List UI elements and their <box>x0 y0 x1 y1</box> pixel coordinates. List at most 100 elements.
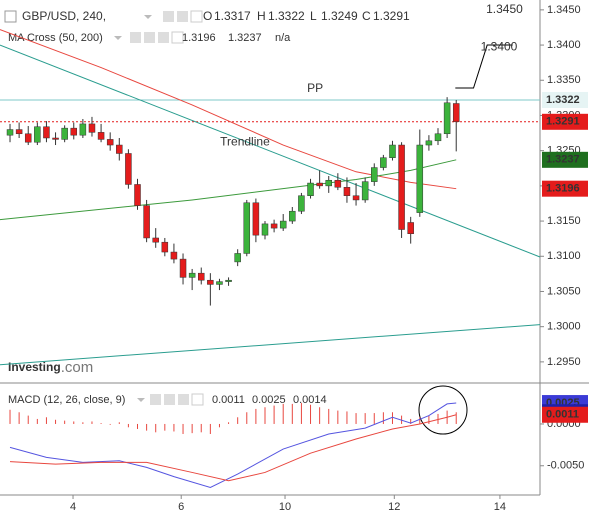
trendline <box>0 44 541 258</box>
candle-body <box>79 123 87 136</box>
settings-icon[interactable] <box>164 394 175 405</box>
ma-legend: MA Cross (50, 200) <box>8 32 103 44</box>
trendline <box>0 324 541 366</box>
candle-body <box>24 133 32 143</box>
y-tick-label: 1.3150 <box>547 215 581 227</box>
candle-body <box>407 222 414 234</box>
price-tag-label: 1.3322 <box>546 94 580 106</box>
symbol-title: GBP/USD, 240, <box>22 9 106 23</box>
candle-body <box>134 184 141 206</box>
candle-body <box>252 202 260 236</box>
candle-body <box>234 253 241 263</box>
highlight-circle <box>418 385 468 435</box>
ohlc-label: O <box>203 9 212 23</box>
annotation: Trendline <box>220 134 270 148</box>
price-tag <box>542 151 588 168</box>
candle-body <box>179 258 187 278</box>
annotation: 1.3450 <box>486 2 523 16</box>
moving-average <box>0 159 457 221</box>
candle-body <box>216 281 223 285</box>
x-tick-label: 14 <box>494 501 506 513</box>
annotation: 1.3400 <box>481 39 518 53</box>
price-tag-label: 1.3291 <box>546 116 580 128</box>
settings-icon[interactable] <box>130 32 141 43</box>
candle-body <box>43 126 50 139</box>
candle-body <box>207 279 214 285</box>
candle-body <box>371 167 378 182</box>
settings-icon[interactable] <box>150 394 161 405</box>
candle-body <box>143 205 150 239</box>
price-tag-label: 1.3196 <box>546 183 580 195</box>
watermark-main: Investing <box>8 360 61 374</box>
price-tag-label: 1.3237 <box>546 154 580 166</box>
price-tag-label: 0.0011 <box>546 409 579 421</box>
candle-body <box>425 140 433 146</box>
ma-legend-na: n/a <box>275 32 291 44</box>
candle-body <box>116 144 123 154</box>
candle-body <box>125 153 132 185</box>
candle-body <box>398 144 405 230</box>
moving-average <box>0 29 457 190</box>
dropdown-arrow[interactable] <box>114 36 122 40</box>
ohlc-label: C <box>362 9 371 23</box>
candle-body <box>434 133 442 142</box>
y-tick-label: 1.3450 <box>547 4 581 16</box>
candle-body <box>34 126 41 143</box>
candle-body <box>443 102 451 135</box>
x-tick-label: 4 <box>70 501 76 513</box>
candle-body <box>106 139 114 146</box>
ma-legend-value: 1.3237 <box>228 32 262 44</box>
price-tag <box>542 180 588 197</box>
annotation: PP <box>307 81 323 95</box>
target-line <box>455 44 513 89</box>
y-tick-label: 1.3400 <box>547 39 581 51</box>
ohlc-label: L <box>310 9 317 23</box>
candle-body <box>298 195 305 212</box>
candle-body <box>88 123 96 133</box>
x-tick-label: 10 <box>279 501 291 513</box>
candle-body <box>352 195 360 201</box>
settings-icon[interactable] <box>144 32 155 43</box>
candle-body <box>152 237 159 243</box>
candle-body <box>261 223 269 236</box>
y-tick-label: 1.3000 <box>547 321 581 333</box>
candle-body <box>197 272 205 281</box>
candle-body <box>188 272 196 278</box>
x-tick-label: 12 <box>388 501 400 513</box>
price-tag <box>542 91 588 108</box>
candle-body <box>61 127 68 140</box>
dropdown-arrow[interactable] <box>144 15 152 19</box>
candle-body <box>325 179 332 187</box>
ohlc-value: 1.3317 <box>214 9 251 23</box>
close-icon[interactable] <box>190 10 203 23</box>
settings-icon[interactable] <box>178 394 189 405</box>
settings-icon[interactable] <box>158 32 169 43</box>
symbol-icon[interactable] <box>4 10 17 23</box>
candle-body <box>161 241 169 253</box>
candle-body <box>316 182 323 187</box>
close-icon[interactable] <box>191 393 204 406</box>
candle-body <box>361 181 369 201</box>
header-icons <box>4 10 204 406</box>
settings-icon[interactable] <box>163 11 174 22</box>
y-tick-label: 1.3100 <box>547 250 581 262</box>
watermark: Investing.com <box>8 359 93 376</box>
ohlc-value: 1.3291 <box>373 9 410 23</box>
candle-body <box>170 251 178 260</box>
settings-icon[interactable] <box>177 11 188 22</box>
candle-body <box>380 157 387 168</box>
candle-body <box>97 132 105 140</box>
candle-body <box>334 179 342 188</box>
candle-body <box>243 202 251 254</box>
candle-body <box>343 187 351 196</box>
candle-body <box>6 129 14 136</box>
close-icon[interactable] <box>171 31 184 44</box>
candle-body <box>452 103 460 123</box>
price-tag <box>542 113 588 130</box>
candle-body <box>70 127 78 136</box>
dropdown-arrow[interactable] <box>137 398 145 402</box>
signal-line <box>9 414 457 482</box>
y-tick-label: 1.3350 <box>547 74 581 86</box>
